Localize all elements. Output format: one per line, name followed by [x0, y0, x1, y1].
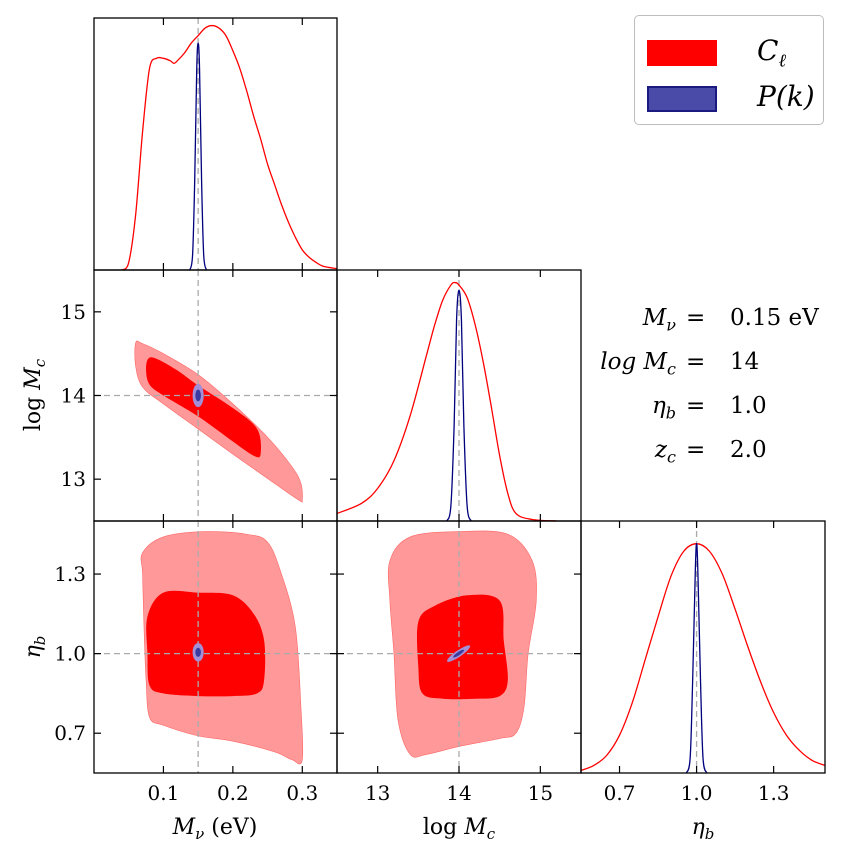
legend-entry-cl: Cℓ [647, 34, 822, 72]
x-tick-label: 1.0 [681, 781, 713, 805]
panel-eta_b_vs_Mnu-pk-inner [195, 647, 201, 657]
fiducial-value: 2.0 [730, 437, 767, 463]
fiducial-eq: = [686, 305, 706, 331]
panel-logMc_vs_Mnu-cl-inner [146, 357, 262, 458]
marginal-logMc-pk-curve [446, 289, 472, 522]
x-axis-label-mnu-part: ν [195, 825, 204, 843]
marginal-eta_b-cl-curve [580, 543, 826, 772]
y-axis-label-etab: ηb [21, 636, 49, 659]
panel-eta_b_vs_logMc-cl-inner [416, 594, 508, 700]
x-axis-label-logmc: log Mc [423, 815, 496, 843]
x-tick-label: 15 [528, 781, 553, 805]
panel-logMc_vs_Mnu-pk-inner [195, 389, 201, 402]
panel-eta_b_vs_logMc-pk-inner [453, 649, 465, 658]
legend-label-pk: P(k) [757, 80, 815, 113]
x-axis-label-logmc-part: M [463, 815, 487, 840]
fiducial-row-etab: ηb = 1.0 [588, 393, 838, 433]
x-axis-label-mnu: Mν (eV) [172, 815, 258, 843]
marginal-Mnu-pk-curve [189, 42, 208, 271]
fiducial-row-mnu: Mν = 0.15 eV [588, 305, 838, 345]
fiducial-value: 1.0 [730, 393, 767, 419]
fiducial-name: ηb [651, 393, 676, 423]
fiducial-row-logmc: log Mc = 14 [588, 349, 838, 389]
x-tick-label: 1.3 [758, 781, 790, 805]
fiducial-eq: = [686, 393, 706, 419]
y-axis-label-logmc-part: log [21, 390, 46, 431]
x-axis-label-logmc-part: c [487, 825, 496, 843]
y-tick-label: 15 [61, 300, 86, 324]
legend: Cℓ P(k) [634, 15, 824, 125]
x-tick-label: 14 [446, 781, 471, 805]
fiducial-name: log Mc [600, 349, 676, 379]
fiducial-eq: = [686, 437, 706, 463]
x-tick-label: 0.3 [286, 781, 318, 805]
fiducial-value: 0.15 eV [730, 305, 819, 331]
marginal-eta_b-bg [581, 521, 825, 773]
panel-eta_b_vs_Mnu-cl-inner [146, 590, 266, 697]
y-tick-label: 0.7 [54, 721, 86, 745]
x-axis-label-etab: ηb [692, 815, 715, 843]
y-tick-label: 1.3 [54, 562, 86, 586]
x-tick-label: 0.7 [604, 781, 636, 805]
y-axis-label-logmc-part: M [21, 367, 46, 391]
x-axis-label-etab-part: b [705, 825, 715, 843]
marginal-Mnu-bg [94, 18, 337, 270]
x-axis-label-mnu-part: M [172, 815, 196, 840]
y-tick-label: 13 [61, 467, 86, 491]
fiducial-value: 14 [730, 349, 760, 375]
marginal-logMc-cl-curve [336, 281, 557, 522]
marginal-eta_b-pk-curve [685, 543, 708, 774]
fiducial-row-zc: zc = 2.0 [588, 437, 838, 477]
legend-swatch-pk [647, 86, 717, 112]
legend-label-cl: Cℓ [757, 34, 786, 72]
y-axis-label-logmc-part: c [31, 358, 49, 367]
x-tick-label: 0.2 [217, 781, 249, 805]
fiducial-name: zc [654, 437, 676, 467]
marginal-Mnu-cl-curve [121, 24, 338, 271]
x-axis-label-etab-part: η [692, 815, 705, 840]
fiducial-name: Mν [642, 305, 676, 335]
legend-swatch-cl [647, 40, 717, 66]
y-axis-label-etab-part: b [31, 636, 49, 646]
x-axis-label-mnu-part: (eV) [204, 815, 257, 840]
x-tick-label: 0.1 [148, 781, 180, 805]
legend-entry-pk: P(k) [647, 80, 822, 113]
y-tick-label: 1.0 [54, 642, 86, 666]
x-axis-label-logmc-part: log [423, 815, 464, 840]
fiducial-eq: = [686, 349, 706, 375]
y-axis-label-logmc: log Mc [21, 358, 49, 431]
y-axis-label-etab-part: η [21, 645, 46, 658]
y-tick-label: 14 [61, 384, 86, 408]
x-tick-label: 13 [365, 781, 390, 805]
